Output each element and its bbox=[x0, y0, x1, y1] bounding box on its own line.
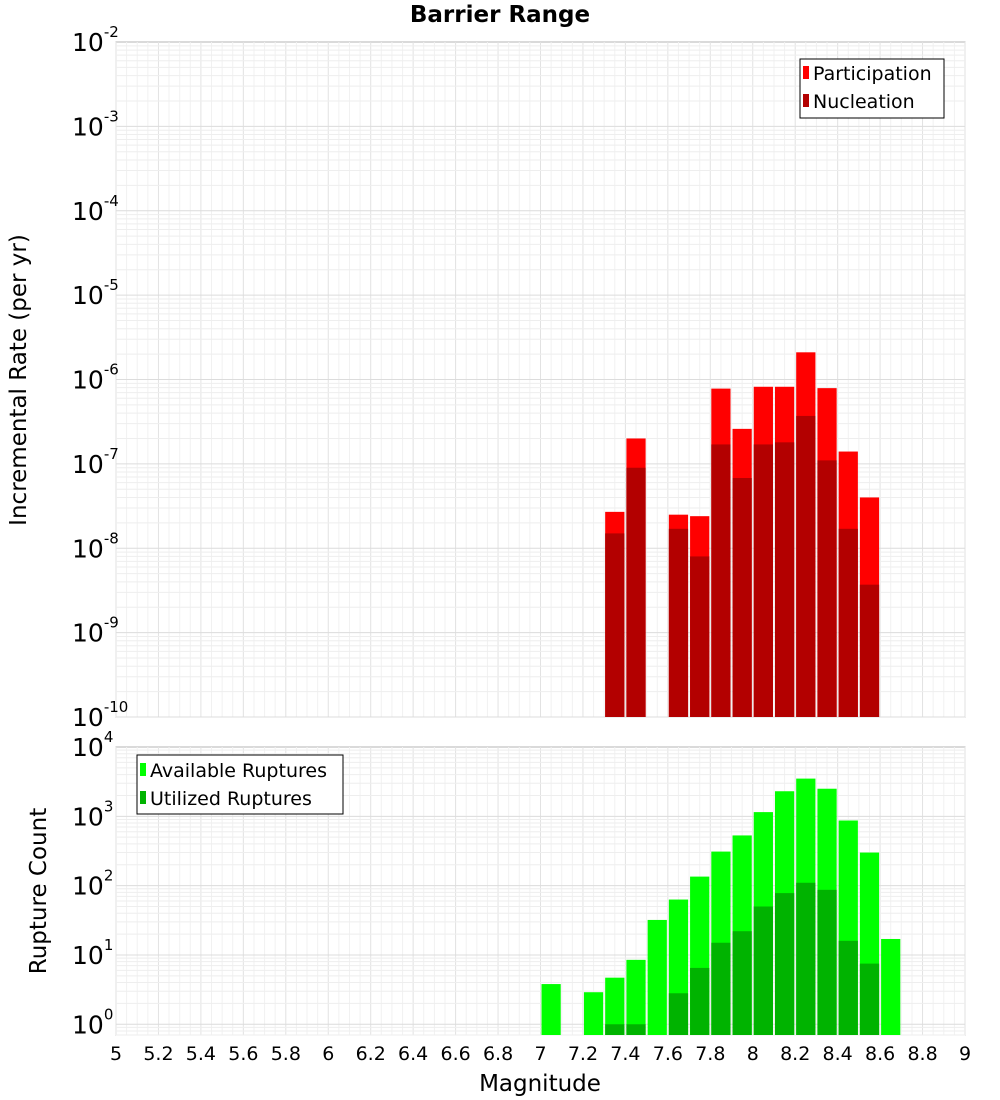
available-ruptures-legend-label: Available Ruptures bbox=[150, 760, 327, 782]
bottom-panel: 100 101 102 103 104 5 5.2 5.4 5.6 5.8 6 6.2 6.4 6.6 6… bbox=[26, 728, 971, 1097]
x-tick-label: 9 bbox=[959, 1043, 971, 1065]
y-tick-label: 103 bbox=[72, 797, 113, 831]
bar-nucleation bbox=[690, 556, 710, 717]
bottom-legend: Available Ruptures Utilized Ruptures bbox=[136, 754, 344, 815]
x-tick-label: 5.4 bbox=[186, 1043, 216, 1065]
x-tick-label: 5 bbox=[110, 1043, 122, 1065]
bar-nucleation bbox=[605, 533, 625, 717]
y-tick-label: 10-10 bbox=[72, 698, 128, 732]
y-tick-label: 10-8 bbox=[72, 529, 119, 563]
x-tick-label: 7.4 bbox=[610, 1043, 640, 1065]
y-tick-label: 10-4 bbox=[72, 192, 119, 226]
participation-legend-swatch bbox=[803, 66, 809, 79]
bar-nucleation bbox=[774, 442, 795, 717]
bar-available-ruptures bbox=[647, 919, 667, 1035]
bar-nucleation bbox=[732, 478, 752, 717]
bottom-legend-box bbox=[136, 754, 344, 815]
top-panel: 10-10 10-9 10-8 10-7 10-6 10-5 10-4 10-3 10-2 In… bbox=[6, 23, 966, 732]
x-tick-label: 5.6 bbox=[228, 1043, 258, 1065]
bar-nucleation bbox=[859, 584, 880, 717]
bar-utilized-ruptures bbox=[668, 993, 689, 1035]
top-legend: Participation Nucleation bbox=[799, 58, 945, 119]
bar-nucleation bbox=[626, 467, 646, 717]
x-tick-label: 8.2 bbox=[780, 1043, 810, 1065]
top-bars bbox=[605, 352, 880, 717]
top-y-axis-label: Incremental Rate (per yr) bbox=[6, 234, 32, 526]
bar-utilized-ruptures bbox=[605, 1024, 625, 1035]
y-tick-label: 100 bbox=[72, 1005, 113, 1039]
x-tick-label: 8.6 bbox=[865, 1043, 895, 1065]
utilized-ruptures-legend-label: Utilized Ruptures bbox=[150, 788, 312, 810]
y-tick-label: 10-7 bbox=[72, 445, 119, 479]
y-tick-label: 10-9 bbox=[72, 614, 119, 648]
bar-nucleation bbox=[711, 444, 731, 717]
x-tick-label: 5.8 bbox=[271, 1043, 301, 1065]
bar-available-ruptures bbox=[881, 938, 901, 1035]
nucleation-legend-label: Nucleation bbox=[813, 91, 915, 113]
x-tick-label: 8.8 bbox=[907, 1043, 937, 1065]
bar-nucleation bbox=[817, 460, 837, 717]
bar-utilized-ruptures bbox=[774, 893, 795, 1035]
x-tick-label: 6.6 bbox=[440, 1043, 470, 1065]
x-tick-label: 6.4 bbox=[398, 1043, 428, 1065]
nucleation-legend-swatch bbox=[803, 94, 809, 107]
bottom-y-axis-label: Rupture Count bbox=[26, 808, 52, 974]
x-tick-label: 7.2 bbox=[568, 1043, 598, 1065]
y-tick-label: 10-5 bbox=[72, 276, 119, 310]
participation-legend-label: Participation bbox=[813, 63, 932, 85]
y-tick-label: 104 bbox=[72, 728, 113, 762]
utilized-ruptures-legend-swatch bbox=[140, 791, 146, 804]
available-ruptures-legend-swatch bbox=[140, 763, 146, 776]
x-tick-label: 7.6 bbox=[653, 1043, 683, 1065]
y-tick-label: 101 bbox=[72, 936, 113, 970]
top-grid bbox=[115, 42, 966, 718]
bottom-y-tick-labels: 100 101 102 103 104 bbox=[72, 728, 113, 1039]
x-tick-label: 8 bbox=[747, 1043, 759, 1065]
bar-available-ruptures bbox=[541, 984, 561, 1035]
chart-title: Barrier Range bbox=[410, 2, 590, 28]
bar-utilized-ruptures bbox=[732, 931, 752, 1035]
x-tick-label: 5.2 bbox=[143, 1043, 173, 1065]
bar-nucleation bbox=[838, 528, 858, 717]
top-y-tick-labels: 10-10 10-9 10-8 10-7 10-6 10-5 10-4 10-3 10-2 bbox=[72, 23, 128, 732]
y-tick-label: 10-2 bbox=[72, 23, 119, 57]
bar-utilized-ruptures bbox=[796, 882, 816, 1035]
x-tick-label: 6.2 bbox=[356, 1043, 386, 1065]
y-tick-label: 102 bbox=[72, 867, 113, 901]
x-tick-label: 7 bbox=[534, 1043, 546, 1065]
bar-utilized-ruptures bbox=[711, 942, 731, 1035]
bar-available-ruptures bbox=[605, 977, 625, 1035]
bar-utilized-ruptures bbox=[817, 889, 837, 1035]
bar-nucleation bbox=[796, 415, 816, 717]
bar-available-ruptures bbox=[626, 959, 646, 1035]
x-tick-label: 6.8 bbox=[483, 1043, 513, 1065]
bar-utilized-ruptures bbox=[753, 906, 773, 1035]
x-tick-label: 8.4 bbox=[823, 1043, 853, 1065]
bar-available-ruptures bbox=[583, 992, 604, 1035]
x-axis-label: Magnitude bbox=[479, 1071, 601, 1097]
x-tick-labels: 5 5.2 5.4 5.6 5.8 6 6.2 6.4 6.6 6.8 7 7.2 7.4 7.6 7.8 8… bbox=[110, 1043, 971, 1065]
bar-nucleation bbox=[668, 528, 689, 717]
bar-nucleation bbox=[753, 444, 773, 717]
bottom-bars bbox=[541, 778, 901, 1035]
x-tick-label: 7.8 bbox=[695, 1043, 725, 1065]
y-tick-label: 10-6 bbox=[72, 361, 119, 395]
y-tick-label: 10-3 bbox=[72, 107, 119, 141]
bar-utilized-ruptures bbox=[690, 967, 710, 1035]
bar-utilized-ruptures bbox=[859, 963, 880, 1035]
x-tick-label: 6 bbox=[322, 1043, 334, 1065]
bar-utilized-ruptures bbox=[626, 1024, 646, 1035]
top-legend-box bbox=[799, 58, 945, 119]
bar-utilized-ruptures bbox=[838, 940, 858, 1035]
